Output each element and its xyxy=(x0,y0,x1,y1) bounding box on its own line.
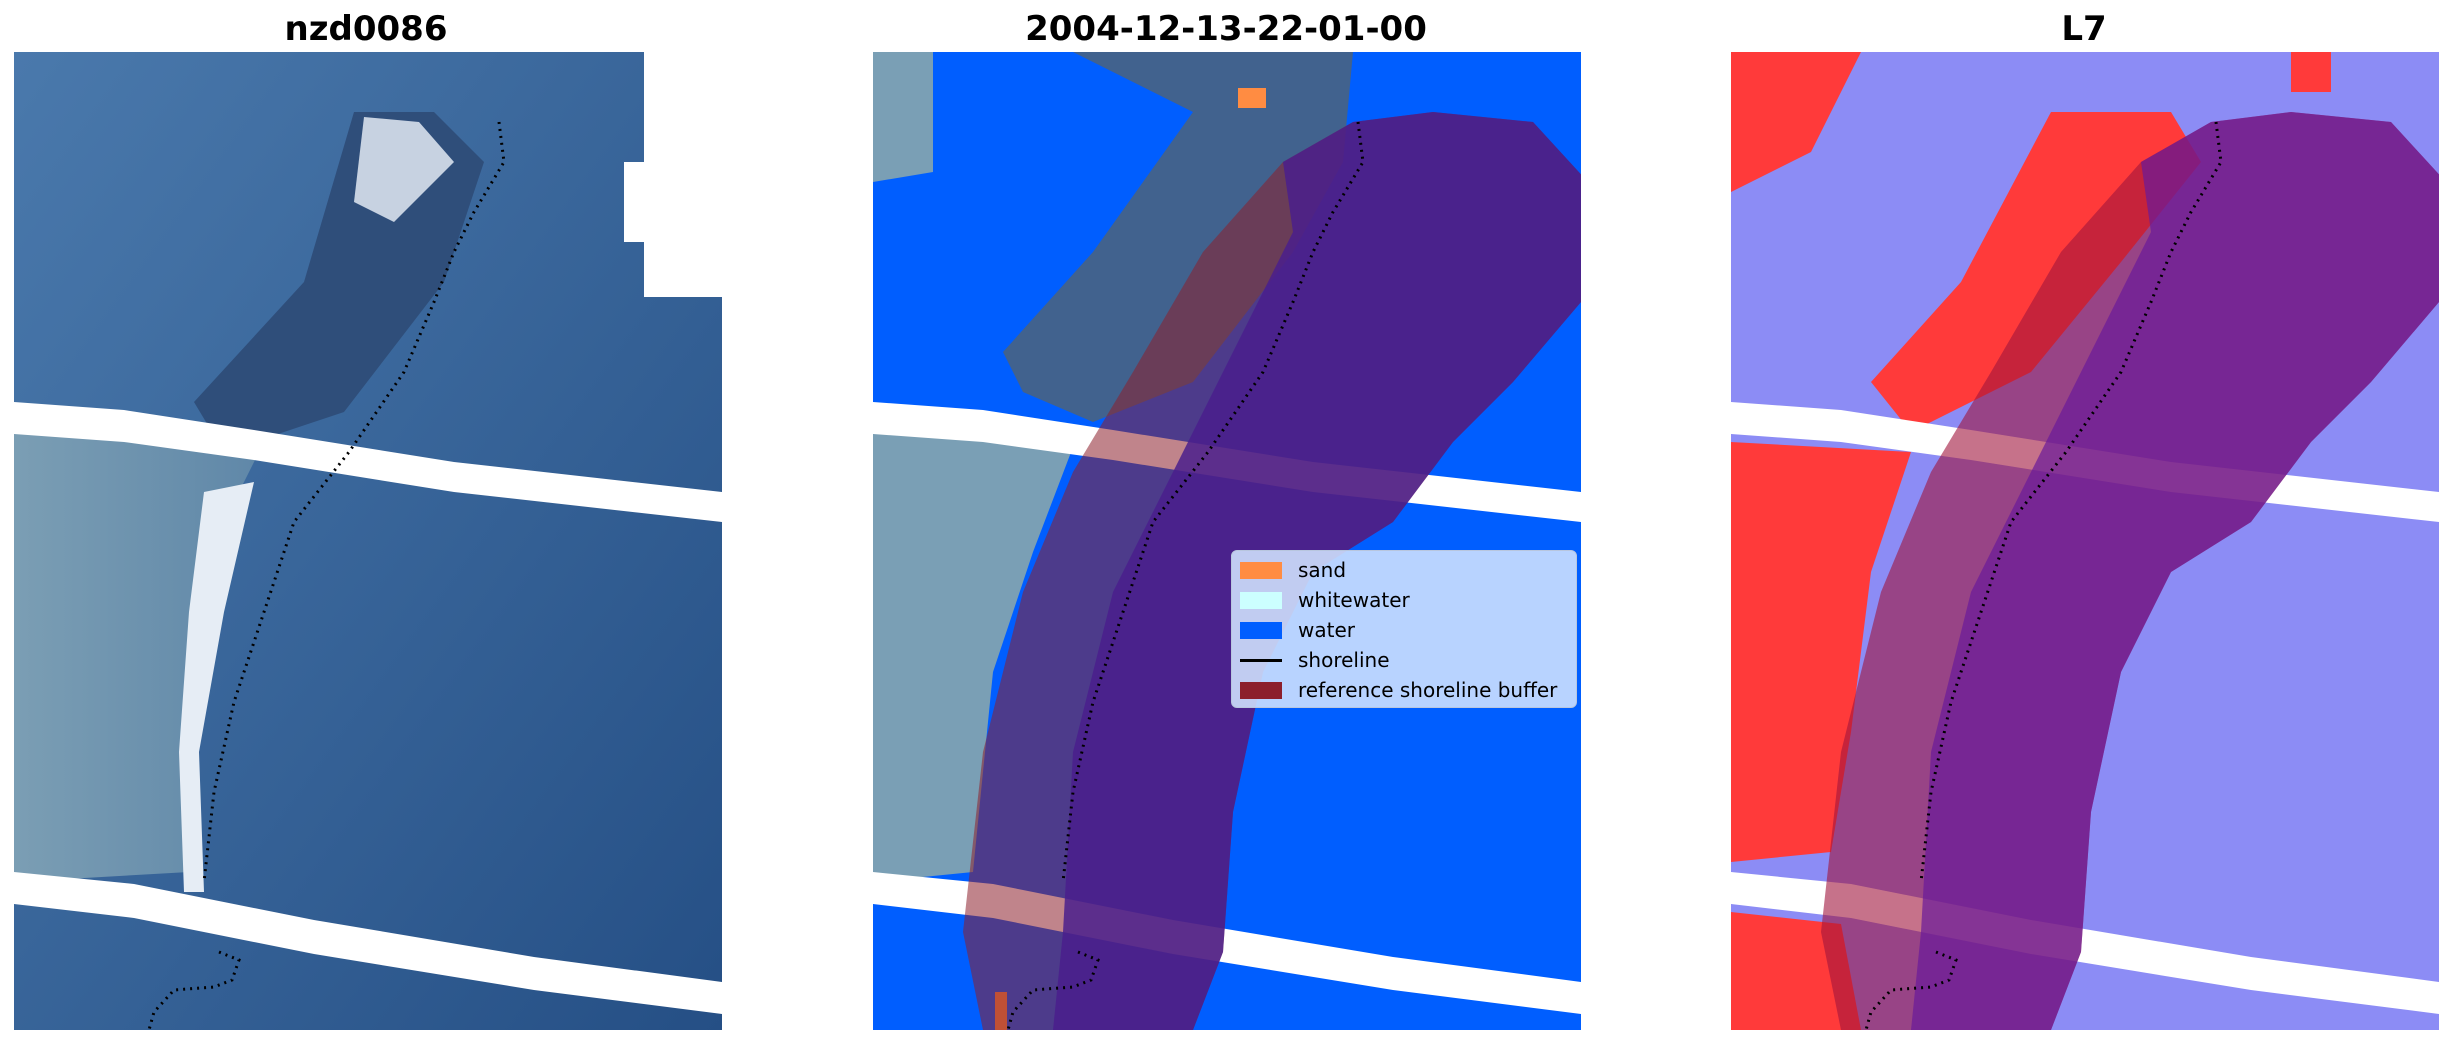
panel-title-index: L7 xyxy=(2061,9,2107,49)
legend-swatch-sand xyxy=(1240,561,1282,579)
legend-item-sand: sand xyxy=(1240,555,1576,585)
legend-swatch-water xyxy=(1240,621,1282,639)
legend-label-shoreline: shoreline xyxy=(1298,648,1390,672)
index-image xyxy=(1731,52,2439,1030)
panel-title-rgb: nzd0086 xyxy=(284,9,448,49)
legend-item-reference-buffer: reference shoreline buffer xyxy=(1240,675,1576,705)
sand-patch xyxy=(1238,88,1266,108)
legend-item-shoreline: shoreline xyxy=(1240,645,1576,675)
panel-title-classified: 2004-12-13-22-01-00 xyxy=(1025,9,1427,49)
classified-image xyxy=(873,52,1581,1030)
legend-swatch-reference-buffer xyxy=(1240,681,1282,699)
legend-swatch-whitewater xyxy=(1240,591,1282,609)
index-image-panel xyxy=(1731,52,2439,1030)
legend-label-sand: sand xyxy=(1298,558,1347,582)
classified-image-panel xyxy=(873,52,1581,1030)
shoreline-line xyxy=(147,121,506,1030)
legend: sand whitewater water shoreline referenc… xyxy=(1231,550,1577,708)
legend-item-water: water xyxy=(1240,615,1576,645)
legend-line-shoreline xyxy=(1240,658,1282,662)
legend-label-whitewater: whitewater xyxy=(1298,588,1410,612)
legend-label-water: water xyxy=(1298,618,1355,642)
rgb-image xyxy=(14,52,722,1030)
legend-label-reference-buffer: reference shoreline buffer xyxy=(1298,678,1558,702)
legend-item-whitewater: whitewater xyxy=(1240,585,1576,615)
rgb-image-panel xyxy=(14,52,722,1030)
